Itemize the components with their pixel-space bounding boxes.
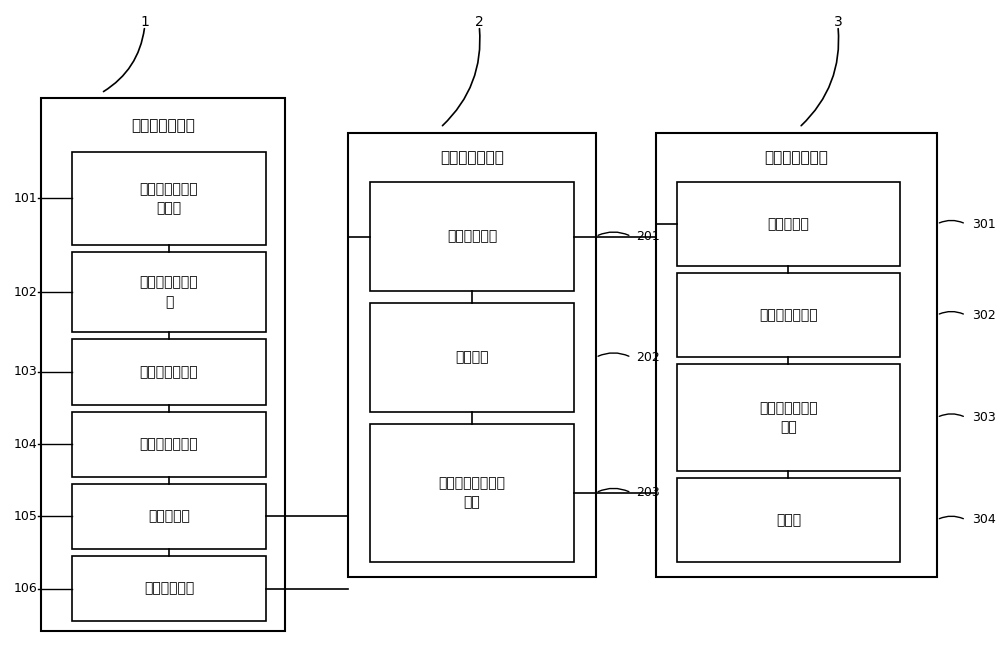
Text: 视频管理服务器: 视频管理服务器 — [759, 308, 818, 322]
Bar — [370, 303, 574, 412]
Text: 106: 106 — [13, 582, 37, 595]
Bar — [677, 273, 900, 357]
Text: 车辆接近驶离检
测装置: 车辆接近驶离检 测装置 — [140, 182, 198, 215]
Text: 信号灯控制装置: 信号灯控制装置 — [140, 437, 198, 451]
Bar — [72, 556, 266, 621]
Text: 304: 304 — [972, 513, 995, 526]
Text: 视频监控装置: 视频监控装置 — [144, 582, 194, 595]
Text: 202: 202 — [636, 351, 660, 364]
Text: 道口控制子系统: 道口控制子系统 — [131, 118, 195, 133]
Text: 车辆占位检测装
置: 车辆占位检测装 置 — [140, 275, 198, 309]
Text: 303: 303 — [972, 411, 995, 424]
Text: 2: 2 — [475, 15, 484, 29]
Text: 105: 105 — [13, 510, 37, 523]
Bar — [72, 152, 266, 245]
Text: 302: 302 — [972, 309, 995, 322]
Text: 104: 104 — [13, 438, 37, 451]
Text: 栏木机控制装置: 栏木机控制装置 — [140, 365, 198, 379]
Text: 103: 103 — [13, 365, 37, 378]
Text: 通信服务器: 通信服务器 — [768, 217, 809, 231]
Bar — [72, 412, 266, 477]
Text: 工作站: 工作站 — [776, 513, 801, 527]
Text: 控制中心汇集交换
设备: 控制中心汇集交换 设备 — [438, 476, 505, 509]
Bar — [72, 340, 266, 405]
Text: 视频存储管理服
务器: 视频存储管理服 务器 — [759, 401, 818, 434]
Text: 301: 301 — [972, 218, 995, 230]
Bar — [656, 132, 937, 577]
Text: 1: 1 — [140, 15, 149, 29]
Text: 综合控制柜: 综合控制柜 — [148, 509, 190, 524]
Text: 201: 201 — [636, 230, 660, 243]
Text: 102: 102 — [13, 286, 37, 299]
Text: 控制中心子系统: 控制中心子系统 — [764, 150, 828, 164]
Bar — [677, 364, 900, 471]
Bar — [370, 424, 574, 562]
Text: 传输网络子系统: 传输网络子系统 — [440, 150, 504, 164]
Text: 203: 203 — [636, 486, 660, 499]
Text: 3: 3 — [834, 15, 842, 29]
Bar — [41, 98, 285, 631]
Bar — [348, 132, 596, 577]
Bar — [72, 484, 266, 549]
Bar — [677, 478, 900, 562]
Text: 101: 101 — [13, 192, 37, 205]
Bar — [677, 182, 900, 266]
Bar — [370, 182, 574, 291]
Bar — [72, 252, 266, 332]
Text: 现场交换设备: 现场交换设备 — [447, 230, 497, 243]
Text: 传输链路: 传输链路 — [455, 350, 489, 365]
